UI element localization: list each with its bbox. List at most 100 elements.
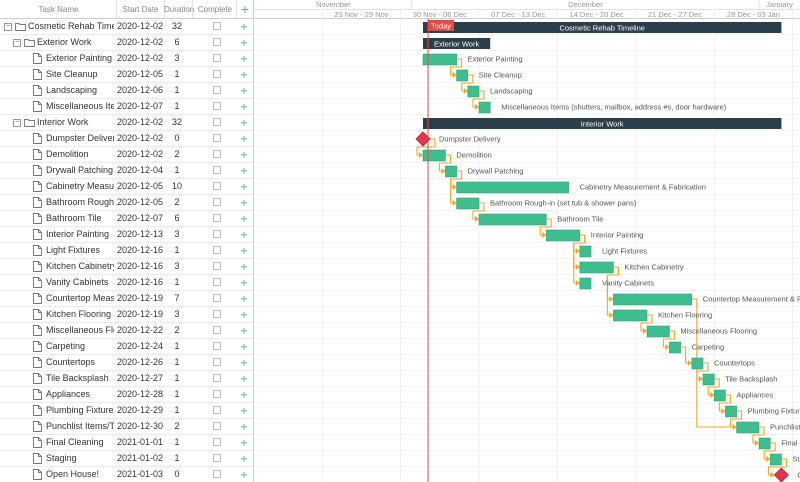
complete-checkbox[interactable] (213, 134, 221, 142)
duration-cell[interactable]: 32 (171, 21, 182, 31)
add-subtask-button[interactable]: + (240, 355, 248, 370)
task-row[interactable]: Exterior Painting 2020-12-02 3 + (0, 51, 253, 67)
start-date-cell[interactable]: 2020-12-06 (117, 85, 164, 95)
complete-checkbox[interactable] (213, 326, 221, 334)
start-date-cell[interactable]: 2020-12-05 (117, 181, 164, 191)
task-bar[interactable] (456, 69, 469, 82)
add-subtask-button[interactable]: + (240, 259, 248, 274)
duration-cell[interactable]: 3 (174, 53, 180, 63)
task-name-cell[interactable]: Final Cleaning (46, 437, 104, 447)
add-subtask-button[interactable]: + (240, 307, 248, 322)
collapse-toggle-icon[interactable]: − (4, 23, 12, 31)
task-row[interactable]: Bathroom Tile 2020-12-07 6 + (0, 211, 253, 227)
add-subtask-button[interactable]: + (240, 195, 248, 210)
complete-checkbox[interactable] (213, 374, 221, 382)
duration-cell[interactable]: 1 (174, 245, 180, 255)
task-name-cell[interactable]: Exterior Work (37, 37, 92, 47)
task-name-cell[interactable]: Light Fixtures (46, 245, 101, 255)
task-row[interactable]: Miscellaneous Items (shutters, mailbox, … (0, 99, 253, 115)
start-date-cell[interactable]: 2020-12-02 (117, 53, 164, 63)
task-row[interactable]: − Interior Work 2020-12-02 32 + (0, 115, 253, 131)
task-bar[interactable] (579, 277, 592, 290)
duration-cell[interactable]: 1 (174, 101, 180, 111)
summary-bar[interactable] (423, 22, 782, 33)
complete-checkbox[interactable] (213, 358, 221, 366)
add-subtask-button[interactable]: + (240, 99, 248, 114)
task-name-cell[interactable]: Miscellaneous Items (shutters, mailbox, … (46, 101, 114, 111)
start-date-cell[interactable]: 2020-12-26 (117, 357, 164, 367)
complete-checkbox[interactable] (213, 70, 221, 78)
task-name-cell[interactable]: Dumpster Delivery (46, 133, 114, 143)
duration-cell[interactable]: 1 (174, 341, 180, 351)
task-bar[interactable] (736, 421, 760, 434)
task-bar[interactable] (579, 261, 614, 274)
duration-cell[interactable]: 32 (171, 117, 182, 127)
add-subtask-button[interactable]: + (240, 419, 248, 434)
task-bar[interactable] (713, 389, 726, 402)
complete-checkbox[interactable] (213, 22, 221, 30)
start-date-cell[interactable]: 2021-01-03 (117, 469, 164, 479)
add-subtask-button[interactable]: + (240, 275, 248, 290)
add-subtask-button[interactable]: + (240, 211, 248, 226)
task-name-cell[interactable]: Countertop Measurement & Fabrication (46, 293, 114, 303)
task-row[interactable]: Site Cleanup 2020-12-05 1 + (0, 67, 253, 83)
complete-checkbox[interactable] (213, 150, 221, 158)
task-row[interactable]: Light Fixtures 2020-12-16 1 + (0, 243, 253, 259)
task-name-cell[interactable]: Tile Backsplash (46, 373, 109, 383)
duration-cell[interactable]: 1 (174, 357, 180, 367)
task-bar[interactable] (456, 197, 480, 210)
task-row[interactable]: − Exterior Work 2020-12-02 6 + (0, 35, 253, 51)
complete-checkbox[interactable] (213, 102, 221, 110)
header-duration[interactable]: Duration (164, 5, 195, 14)
task-row[interactable]: Drywall Patching 2020-12-04 1 + (0, 163, 253, 179)
add-subtask-button[interactable]: + (240, 51, 248, 66)
task-name-cell[interactable]: Drywall Patching (46, 165, 114, 175)
duration-cell[interactable]: 6 (174, 37, 180, 47)
add-subtask-button[interactable]: + (240, 115, 248, 130)
task-row[interactable]: Staging 2021-01-02 1 + (0, 451, 253, 467)
task-bar[interactable] (467, 85, 480, 98)
complete-checkbox[interactable] (213, 54, 221, 62)
task-row[interactable]: Tile Backsplash 2020-12-27 1 + (0, 371, 253, 387)
add-subtask-button[interactable]: + (240, 67, 248, 82)
task-name-cell[interactable]: Kitchen Flooring (46, 309, 112, 319)
duration-cell[interactable]: 6 (174, 213, 180, 223)
task-bar[interactable] (769, 453, 782, 466)
milestone-diamond[interactable] (773, 467, 789, 482)
complete-checkbox[interactable] (213, 438, 221, 446)
add-subtask-button[interactable]: + (240, 451, 248, 466)
add-subtask-button[interactable]: + (240, 19, 248, 34)
add-subtask-button[interactable]: + (240, 371, 248, 386)
task-row[interactable]: Landscaping 2020-12-06 1 + (0, 83, 253, 99)
complete-checkbox[interactable] (213, 310, 221, 318)
duration-cell[interactable]: 3 (174, 229, 180, 239)
start-date-cell[interactable]: 2020-12-04 (117, 165, 164, 175)
duration-cell[interactable]: 1 (174, 69, 180, 79)
complete-checkbox[interactable] (213, 454, 221, 462)
start-date-cell[interactable]: 2020-12-13 (117, 229, 164, 239)
collapse-toggle-icon[interactable]: − (13, 119, 21, 127)
start-date-cell[interactable]: 2020-12-02 (117, 37, 164, 47)
complete-checkbox[interactable] (213, 182, 221, 190)
task-name-cell[interactable]: Open House! (46, 469, 100, 479)
duration-cell[interactable]: 2 (174, 325, 180, 335)
task-bar[interactable] (579, 245, 592, 258)
add-subtask-button[interactable]: + (240, 243, 248, 258)
task-row[interactable]: Final Cleaning 2021-01-01 1 + (0, 435, 253, 451)
add-subtask-button[interactable]: + (240, 147, 248, 162)
task-row[interactable]: Dumpster Delivery 2020-12-02 0 + (0, 131, 253, 147)
duration-cell[interactable]: 1 (174, 437, 180, 447)
header-task-name[interactable]: Task Name (38, 5, 79, 14)
start-date-cell[interactable]: 2020-12-05 (117, 69, 164, 79)
duration-cell[interactable]: 1 (174, 405, 180, 415)
task-name-cell[interactable]: Vanity Cabinets (46, 277, 109, 287)
task-name-cell[interactable]: Interior Work (37, 117, 89, 127)
task-bar[interactable] (646, 325, 670, 338)
task-name-cell[interactable]: Countertops (46, 357, 96, 367)
task-row[interactable]: Carpeting 2020-12-24 1 + (0, 339, 253, 355)
start-date-cell[interactable]: 2020-12-07 (117, 101, 164, 111)
duration-cell[interactable]: 1 (174, 373, 180, 383)
start-date-cell[interactable]: 2020-12-29 (117, 405, 164, 415)
task-bar[interactable] (691, 357, 704, 370)
